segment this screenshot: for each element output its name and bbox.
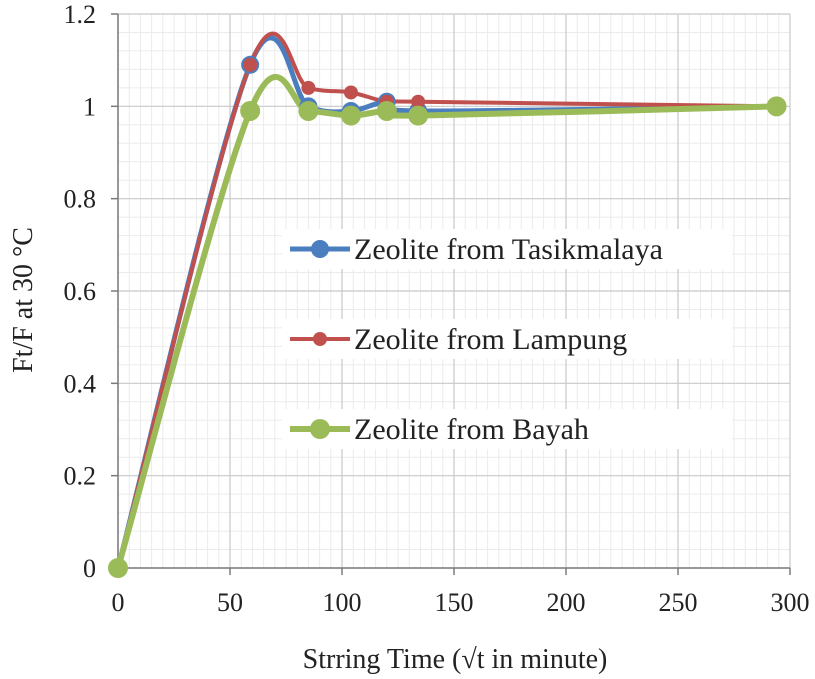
data-point-zeolite-from-lampung <box>411 94 426 109</box>
legend-swatch-marker-zeolite-from-bayah <box>310 419 330 439</box>
data-point-zeolite-from-lampung <box>243 57 258 72</box>
data-point-zeolite-from-lampung <box>301 80 316 95</box>
legend-entry-bg-zeolite-from-lampung <box>282 319 732 359</box>
x-tick-labels: 0 50 100 150 200 250 300 <box>112 588 810 617</box>
x-tick-label: 100 <box>323 588 362 617</box>
legend-entry-bg-zeolite-from-bayah <box>282 409 732 449</box>
legend: Zeolite from Tasikmalaya Zeolite from Lam… <box>282 229 732 449</box>
x-tick-label: 200 <box>547 588 586 617</box>
series-line-zeolite-from-lampung <box>116 31 777 569</box>
legend-swatch-marker-zeolite-from-tasikmalaya <box>311 240 329 258</box>
legend-label-zeolite-from-bayah: Zeolite from Bayah <box>354 413 589 446</box>
x-axis-title: Strring Time (√t in minute) <box>303 644 608 675</box>
data-point-zeolite-from-lampung <box>343 85 358 100</box>
legend-entry-bg-zeolite-from-tasikmalaya <box>282 229 732 269</box>
x-tick-label: 150 <box>435 588 474 617</box>
data-point-zeolite-from-bayah <box>408 105 429 126</box>
x-tick-label: 250 <box>659 588 698 617</box>
data-point-zeolite-from-bayah <box>298 100 319 121</box>
y-tick-label: 0.8 <box>64 185 97 214</box>
data-point-zeolite-from-bayah <box>766 96 787 117</box>
data-point-zeolite-from-bayah <box>340 105 361 126</box>
y-tick-label: 0.4 <box>64 369 97 398</box>
data-point-zeolite-from-bayah <box>376 100 397 121</box>
x-tick-label: 300 <box>771 588 810 617</box>
y-tick-labels: 0 0.2 0.4 0.6 0.8 1 1.2 <box>64 0 97 583</box>
y-tick-label: 1.2 <box>64 0 97 29</box>
data-point-zeolite-from-bayah <box>108 558 128 578</box>
y-axis-title: Ft/F at 30 °C <box>8 227 39 373</box>
legend-label-zeolite-from-lampung: Zeolite from Lampung <box>354 323 627 356</box>
series-markers <box>108 55 787 578</box>
y-tick-label: 0 <box>83 554 96 583</box>
legend-label-zeolite-from-tasikmalaya: Zeolite from Tasikmalaya <box>354 233 663 266</box>
x-tick-label: 0 <box>112 588 125 617</box>
data-point-zeolite-from-bayah <box>240 100 261 121</box>
x-tick-label: 50 <box>217 588 243 617</box>
y-tick-label: 0.6 <box>64 277 97 306</box>
y-tick-label: 0.2 <box>64 462 97 491</box>
legend-swatch-marker-zeolite-from-lampung <box>313 332 327 346</box>
y-tick-label: 1 <box>83 92 96 121</box>
